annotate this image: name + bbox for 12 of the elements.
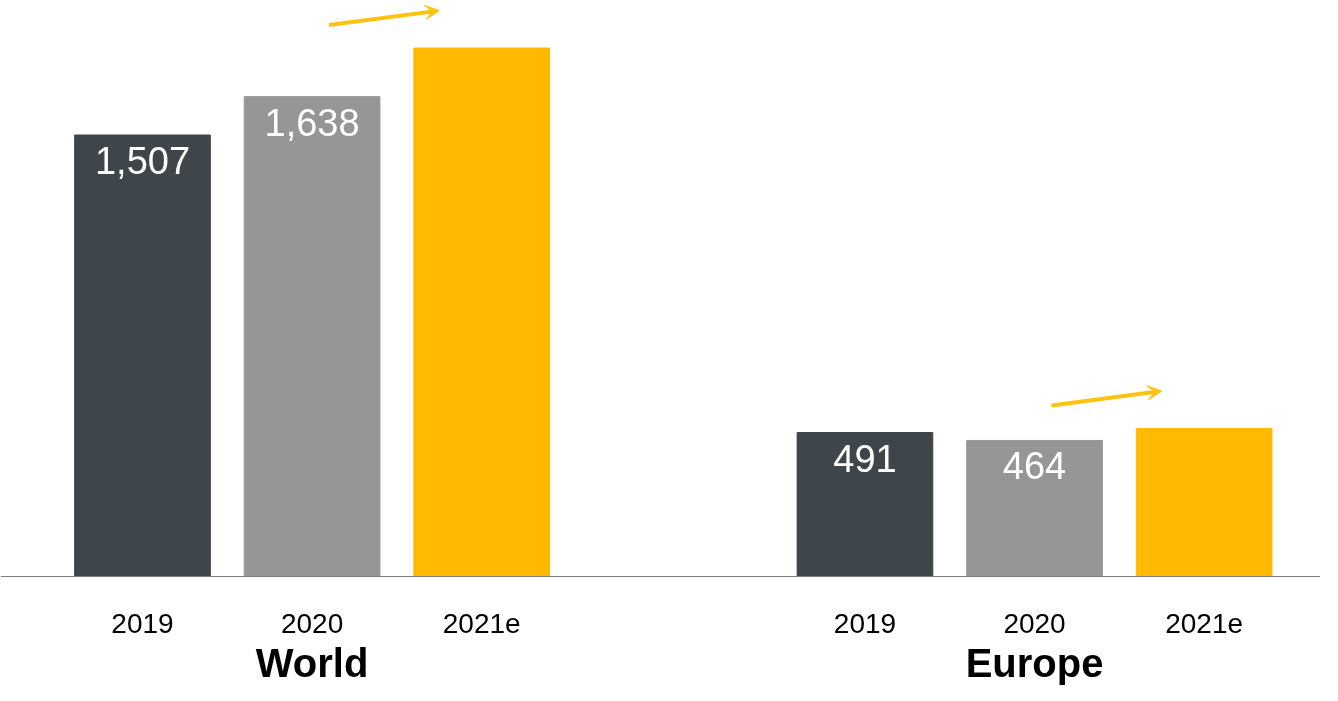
x-tick-label: 2019	[833, 608, 897, 640]
text: Europe	[965, 640, 1104, 685]
data-label: 491	[833, 437, 897, 480]
data-label: 1,507	[94, 140, 191, 183]
x-tick-label: 2021e	[442, 608, 521, 640]
data-label: 464	[1002, 445, 1067, 488]
x-tick-label: 2020	[280, 608, 344, 640]
data-label: 1,638	[264, 101, 360, 144]
x-tick-label: 2020	[1003, 608, 1066, 640]
x-tick-label: 2019	[111, 608, 174, 640]
text: World	[255, 640, 369, 685]
x-tick-label: 2021e	[1165, 608, 1244, 640]
